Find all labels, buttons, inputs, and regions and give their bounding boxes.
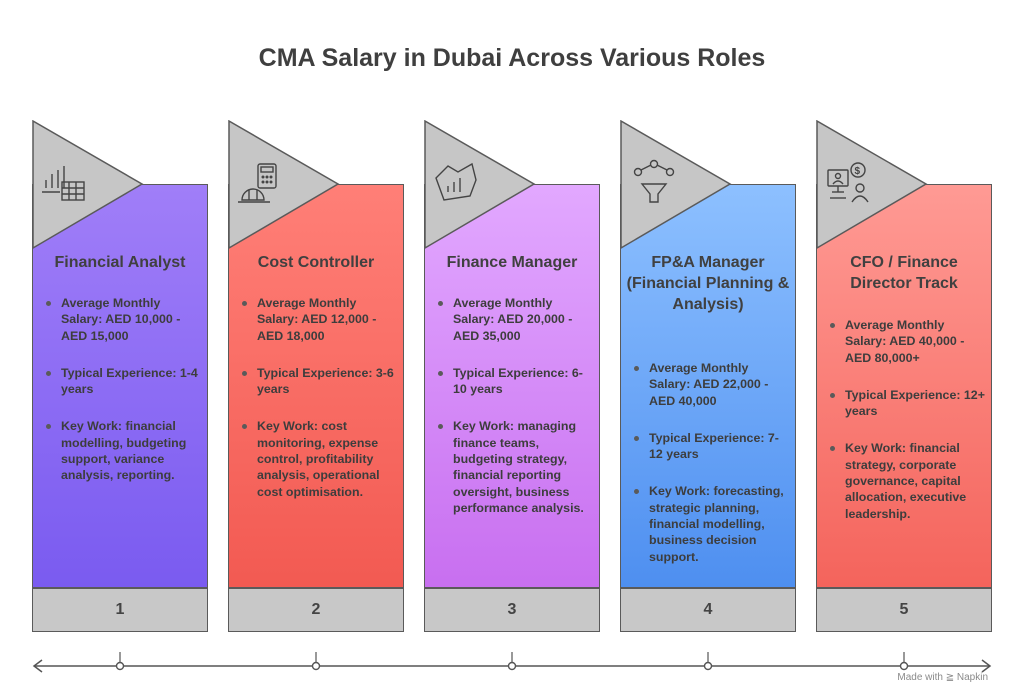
key-work-bullet: Key Work: cost monitoring, expense contr… (240, 418, 400, 499)
timeline-marker (115, 661, 125, 671)
role-card-cost-controller: Cost Controller Average Monthly Salary: … (228, 120, 404, 632)
card-tab (228, 120, 340, 250)
card-tab: $ (816, 120, 928, 250)
key-work-bullet: Key Work: managing finance teams, budget… (436, 418, 596, 516)
card-tab (620, 120, 732, 250)
timeline-axis (32, 652, 992, 673)
experience-bullet: Typical Experience: 1-4 years (44, 365, 204, 398)
calculator-coins-icon (238, 163, 277, 203)
salary-bullet: Average Monthly Salary: AED 20,000 - AED… (436, 295, 596, 344)
executive-finance-icon: $ (827, 162, 869, 203)
bar-chart-table-icon (42, 166, 85, 201)
step-number: 5 (816, 588, 992, 632)
experience-bullet: Typical Experience: 3-6 years (240, 365, 400, 398)
card-body (620, 184, 796, 588)
role-title: CFO / Finance Director Track (850, 254, 958, 292)
timeline-marker (703, 661, 713, 671)
salary-bullet: Average Monthly Salary: AED 12,000 - AED… (240, 295, 400, 344)
role-card-fpa-manager: FP&A Manager (Financial Planning & Analy… (620, 120, 796, 632)
experience-bullet: Typical Experience: 7-12 years (632, 430, 792, 463)
key-work-bullet: Key Work: financial strategy, corporate … (828, 440, 988, 521)
card-body (228, 184, 404, 588)
chart-map-icon (435, 162, 477, 201)
card-tab (32, 120, 144, 250)
card-body (32, 184, 208, 588)
role-title: FP&A Manager (Financial Planning & Analy… (626, 254, 790, 313)
svg-text:$: $ (855, 166, 861, 177)
role-card-financial-analyst: Financial Analyst Average Monthly Salary… (32, 120, 208, 632)
role-details: Average Monthly Salary: AED 10,000 - AED… (44, 295, 204, 505)
timeline-marker (311, 661, 321, 671)
experience-bullet: Typical Experience: 12+ years (828, 387, 988, 420)
role-details: Average Monthly Salary: AED 22,000 - AED… (632, 360, 792, 586)
step-number: 4 (620, 588, 796, 632)
page-title: CMA Salary in Dubai Across Various Roles (258, 44, 766, 72)
arrow-left-icon (32, 659, 43, 673)
timeline-marker (507, 661, 517, 671)
role-title: Financial Analyst (54, 254, 186, 271)
role-details: Average Monthly Salary: AED 40,000 - AED… (828, 317, 988, 543)
key-work-bullet: Key Work: financial modelling, budgeting… (44, 418, 204, 483)
role-details: Average Monthly Salary: AED 20,000 - AED… (436, 295, 596, 537)
role-title: Finance Manager (446, 254, 578, 271)
role-card-cfo-finance-director: $ CFO / Finance Director Track Average M… (816, 120, 992, 632)
card-body (816, 184, 992, 588)
experience-bullet: Typical Experience: 6-10 years (436, 365, 596, 398)
key-work-bullet: Key Work: forecasting, strategic plannin… (632, 483, 792, 564)
card-tab (424, 120, 536, 250)
salary-bullet: Average Monthly Salary: AED 22,000 - AED… (632, 360, 792, 409)
role-card-finance-manager: Finance Manager Average Monthly Salary: … (424, 120, 600, 632)
timeline-marker (899, 661, 909, 671)
step-number: 3 (424, 588, 600, 632)
step-number: 2 (228, 588, 404, 632)
arrow-right-icon (981, 659, 992, 673)
step-number: 1 (32, 588, 208, 632)
salary-bullet: Average Monthly Salary: AED 40,000 - AED… (828, 317, 988, 366)
salary-bullet: Average Monthly Salary: AED 10,000 - AED… (44, 295, 204, 344)
napkin-credit: Made with ≧ Napkin (897, 672, 988, 683)
role-title: Cost Controller (257, 254, 375, 271)
funnel-network-icon (633, 159, 675, 203)
role-details: Average Monthly Salary: AED 12,000 - AED… (240, 295, 400, 521)
